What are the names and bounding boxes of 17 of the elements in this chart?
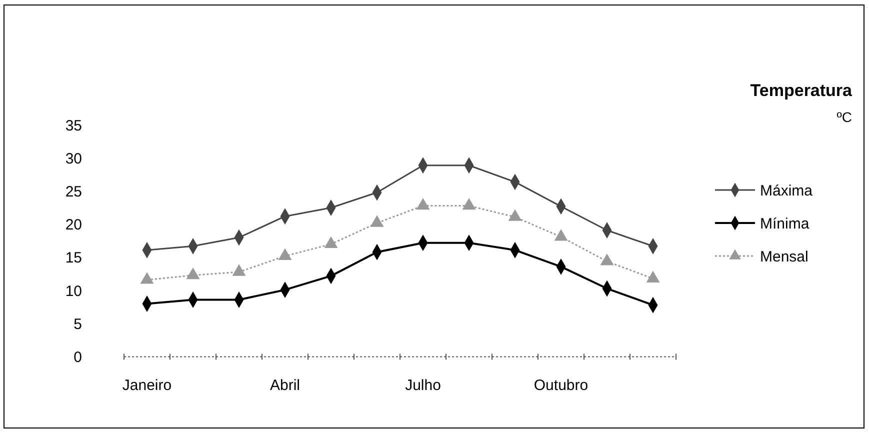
y-tick-label: 30: [65, 150, 82, 168]
y-tick-label: 25: [65, 183, 82, 200]
x-tick-label: Julho: [405, 377, 441, 394]
legend-label: Mensal: [760, 248, 808, 266]
x-tick-label: Outubro: [534, 377, 588, 394]
y-tick-label: 35: [65, 117, 82, 134]
y-tick-label: 5: [74, 316, 82, 333]
text: ºC: [836, 109, 852, 125]
x-tick-label: Janeiro: [122, 377, 172, 394]
y-tick-label: 0: [74, 348, 82, 366]
x-tick-label: Abril: [270, 377, 300, 394]
y-tick-label: 20: [65, 216, 82, 234]
legend-label: Mínima: [760, 215, 810, 232]
y-tick-label: 15: [65, 250, 82, 267]
y-tick-label: 10: [65, 282, 82, 300]
legend-label: Máxima: [760, 182, 814, 200]
text: Temperatura: [750, 81, 853, 100]
